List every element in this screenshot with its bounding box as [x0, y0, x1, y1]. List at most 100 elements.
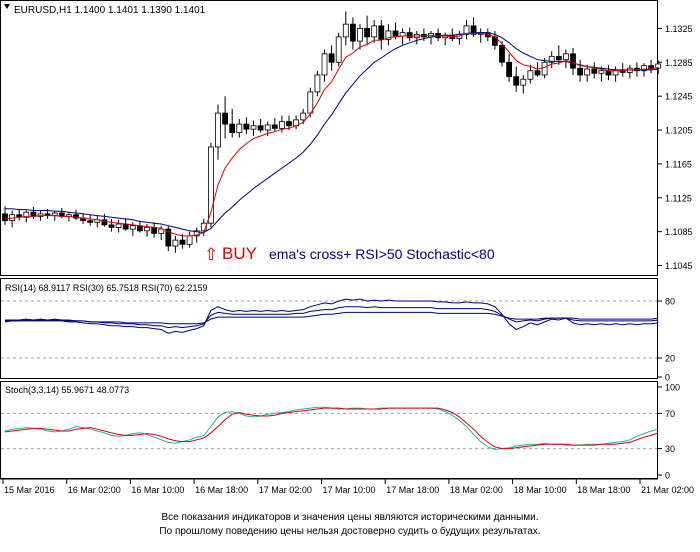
candle-body [257, 125, 264, 131]
candle-body [151, 227, 158, 234]
candle-body [513, 76, 520, 86]
candle-body [648, 65, 654, 69]
candle-body [605, 70, 612, 76]
price-tick-label: 1.1285 [665, 58, 693, 68]
time-tick-label: 18 Mar 18:00 [577, 485, 630, 495]
candle-body [23, 211, 30, 218]
stochastic-line [4, 407, 659, 450]
candle-body [101, 219, 108, 226]
ema-slow-line [5, 32, 659, 234]
candle-body [584, 68, 591, 76]
strategy-rule-label: ema's cross+ RSI>50 Stochastic<80 [269, 246, 495, 262]
candle-body [406, 32, 413, 39]
stochastic-axis: 100 70 30 0 [658, 383, 680, 481]
candle-body [335, 36, 342, 63]
candle-body [271, 124, 278, 129]
candle-body [207, 146, 214, 224]
rsi-axis: 80 20 0 [658, 297, 675, 383]
candle-body [364, 28, 371, 38]
candle-body [215, 112, 221, 148]
candle-body [328, 53, 335, 63]
candle-body [158, 228, 165, 234]
candle-body [527, 70, 534, 80]
price-tick-label: 1.1045 [665, 261, 693, 271]
candle-body [357, 28, 363, 42]
candle-body [534, 70, 541, 76]
candle-body [499, 44, 505, 63]
chart-canvas[interactable]: EURUSD,H1 1.1400 1.1401 1.1390 1.1401 ⇧ … [0, 0, 700, 498]
rsi-tick-label: 20 [665, 354, 675, 364]
stochastic-series [4, 406, 659, 451]
candle-body [342, 23, 349, 38]
stochastic-tick-label: 100 [665, 383, 680, 393]
candle-body [641, 65, 647, 72]
rsi-levels [1, 300, 657, 359]
candle-body [165, 228, 172, 247]
time-tick-label: 16 Mar 02:00 [68, 485, 121, 495]
candle-body [570, 53, 576, 69]
candle-body [179, 239, 186, 245]
trading-chart-window[interactable]: EURUSD,H1 1.1400 1.1401 1.1390 1.1401 ⇧ … [0, 0, 700, 498]
disclaimer: Все показания индикаторов и значения цен… [0, 511, 700, 539]
dropdown-triangle-icon[interactable] [4, 4, 10, 9]
candle-body [136, 225, 143, 232]
disclaimer-line-2: По прошлому поведению цены нельзя достов… [159, 526, 541, 537]
time-tick-label: 17 Mar 10:00 [323, 485, 376, 495]
disclaimer-line-1: Все показания индикаторов и значения цен… [161, 512, 539, 523]
rsi-tick-label: 0 [665, 373, 670, 383]
candle-body [115, 223, 122, 228]
buy-arrow-icon: ⇧ [204, 245, 218, 264]
time-tick-label: 18 Mar 10:00 [514, 485, 567, 495]
time-tick-label: 16 Mar 18:00 [195, 485, 248, 495]
ema-fast-line [4, 33, 659, 237]
candle-body [87, 220, 94, 223]
rsi-series [4, 298, 659, 334]
candle-body [222, 112, 229, 125]
candle-body [2, 213, 8, 222]
candle-body [236, 123, 243, 133]
candle-body [371, 25, 378, 38]
price-tick-label: 1.1245 [665, 92, 693, 102]
stochastic-tick-label: 30 [665, 444, 675, 454]
candle-body [598, 70, 605, 74]
candle-body [541, 61, 548, 76]
candle-body [193, 230, 200, 237]
candle-body [264, 124, 271, 131]
candle-body [392, 30, 399, 37]
rsi-panel-header: RSI(14) 68.9117 RSI(30) 65.7518 RSI(70) … [5, 283, 207, 293]
time-tick-label: 18 Mar 02:00 [450, 485, 503, 495]
candle-body [385, 30, 392, 40]
candle-body [200, 222, 207, 232]
candle-body [108, 224, 115, 228]
time-tick-label: 17 Mar 02:00 [259, 485, 312, 495]
candle-body [229, 123, 236, 133]
candle-body [591, 68, 598, 74]
time-tick-label: 16 Mar 10:00 [131, 485, 184, 495]
candle-body [463, 25, 470, 35]
candle-body [250, 125, 257, 130]
buy-label: BUY [222, 244, 257, 263]
price-tick-label: 1.1085 [665, 227, 693, 237]
candle-body [122, 223, 129, 230]
candle-body [129, 225, 136, 230]
stochastic-tick-label: 0 [665, 471, 670, 481]
candle-body [655, 63, 662, 69]
candle-body [563, 53, 569, 61]
candle-body [172, 239, 179, 247]
candle-body [286, 121, 292, 127]
candle-body [520, 78, 527, 86]
price-tick-label: 1.1125 [665, 193, 692, 203]
candle-body [144, 227, 150, 232]
price-tick-label: 1.1325 [665, 24, 693, 34]
candle-body [555, 55, 562, 61]
stochastic-panel [0, 381, 658, 479]
candle-body [349, 23, 356, 42]
candle-body [278, 121, 285, 129]
price-tick-label: 1.1205 [665, 126, 693, 136]
rsi-line [5, 311, 659, 325]
time-axis: 15 Mar 2016 16 Mar 02:00 16 Mar 10:00 16 Ma… [2, 479, 694, 495]
candle-body [506, 61, 513, 78]
candle-body [577, 67, 583, 76]
candle-body [548, 55, 555, 63]
rsi-tick-label: 80 [665, 297, 675, 307]
